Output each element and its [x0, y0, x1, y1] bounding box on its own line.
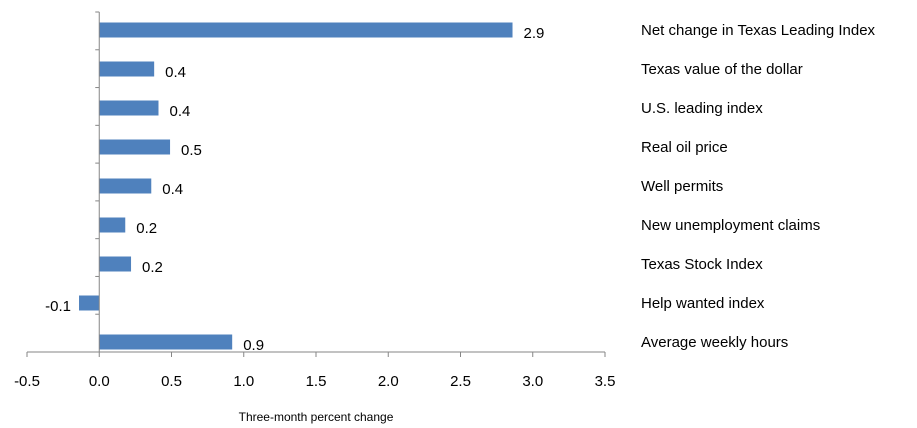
bar	[99, 256, 132, 272]
x-tick-label: 1.0	[233, 373, 254, 390]
category-label: New unemployment claims	[641, 217, 820, 234]
category-label: U.S. leading index	[641, 100, 763, 117]
category-label: Help wanted index	[641, 295, 765, 312]
data-label: 2.9	[524, 25, 545, 42]
category-label: Well permits	[641, 178, 723, 195]
bar	[99, 217, 126, 233]
data-label: -0.1	[45, 298, 71, 315]
x-tick-label: 0.0	[89, 373, 110, 390]
x-tick-label: 3.0	[522, 373, 543, 390]
data-label: 0.2	[142, 259, 163, 276]
x-tick-label: 0.5	[161, 373, 182, 390]
x-tick-label: 2.0	[378, 373, 399, 390]
data-label: 0.4	[165, 64, 186, 81]
category-label: Average weekly hours	[641, 334, 788, 351]
data-label: 0.2	[136, 220, 157, 237]
bar	[99, 334, 233, 350]
x-tick-label: 1.5	[306, 373, 327, 390]
bar	[79, 295, 100, 311]
bar	[99, 61, 155, 77]
x-axis-title: Three-month percent change	[239, 410, 394, 424]
bar	[99, 22, 513, 38]
x-tick-label: -0.5	[14, 373, 40, 390]
category-label: Net change in Texas Leading Index	[641, 22, 876, 39]
x-tick-label: 3.5	[595, 373, 616, 390]
bar	[99, 139, 171, 155]
axes-group: -0.5 0.0 0.5 1.0 1.5 2.0 2.5 3.0 3.5	[14, 11, 616, 390]
x-tick-label: 2.5	[450, 373, 471, 390]
bars-group	[79, 22, 513, 350]
data-label: 0.4	[162, 181, 183, 198]
category-label: Real oil price	[641, 139, 728, 156]
category-label: Texas Stock Index	[641, 256, 763, 273]
labels-group: 2.9 Net change in Texas Leading Index 0.4 T…	[45, 22, 875, 354]
bar	[99, 100, 159, 116]
data-label: 0.5	[181, 142, 202, 159]
data-label: 0.4	[169, 103, 190, 120]
bar	[99, 178, 152, 194]
category-label: Texas value of the dollar	[641, 61, 803, 78]
data-label: 0.9	[243, 337, 264, 354]
